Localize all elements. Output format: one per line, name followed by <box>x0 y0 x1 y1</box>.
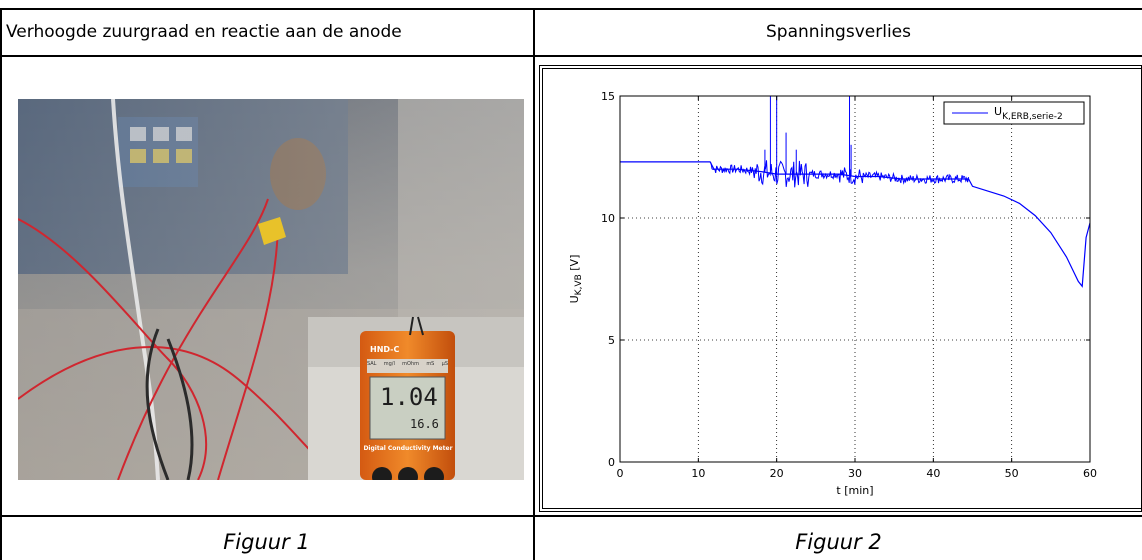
meter-tab: µS <box>441 361 448 367</box>
chart-frame-inner <box>542 68 1142 509</box>
meter-tabs: SAL mg/l mOhm mS µS <box>367 361 448 367</box>
meter-reading-main: 1.04 <box>380 383 438 411</box>
header-left: Verhoogde zuurgraad en reactie aan de an… <box>6 22 402 42</box>
meter-tab: mg/l <box>383 361 395 367</box>
caption-left: Figuur 1 <box>223 530 310 554</box>
header-right: Spanningsverlies <box>766 22 911 42</box>
caption-right: Figuur 2 <box>795 530 882 554</box>
table-border-header-bottom <box>0 55 1142 57</box>
meter-tab: mOhm <box>402 361 420 367</box>
meter-label: Digital Conductivity Meter <box>363 445 453 452</box>
meter-tab: mS <box>426 361 435 367</box>
battery-photo: HND-C SAL mg/l mOhm mS µS 1.04 16.6 Digi… <box>18 99 524 480</box>
meter-reading-temp: 16.6 <box>410 417 439 431</box>
table-border-top <box>0 8 1142 10</box>
meter-tab: SAL <box>367 361 377 367</box>
meter-brand: HND-C <box>370 345 400 354</box>
table-border-body-bottom <box>0 515 1142 517</box>
table-border-middle <box>533 8 535 560</box>
table-border-left <box>0 8 2 560</box>
